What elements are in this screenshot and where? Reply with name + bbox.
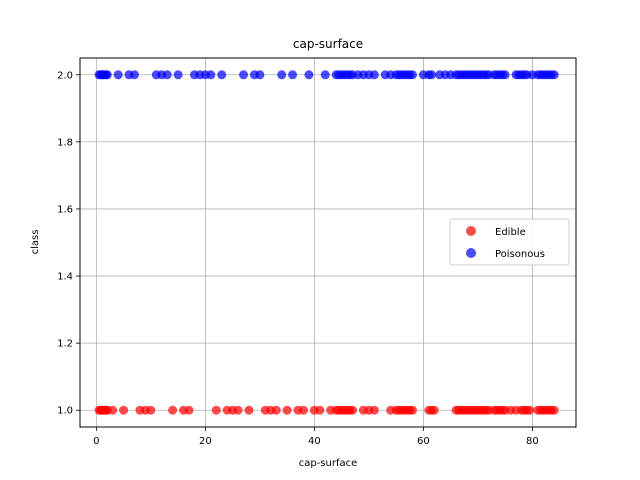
data-point-poisonous <box>113 70 123 80</box>
data-point-poisonous <box>173 70 183 80</box>
data-point-poisonous <box>277 70 287 80</box>
y-tick-label: 1.0 <box>57 406 73 417</box>
data-point-edible <box>168 405 178 415</box>
y-tick-label: 1.8 <box>57 137 73 148</box>
legend-label-poisonous: Poisonous <box>495 249 545 260</box>
data-point-edible <box>348 405 358 415</box>
data-point-edible <box>108 405 118 415</box>
data-point-poisonous <box>162 70 172 80</box>
legend-marker-edible <box>466 226 476 236</box>
legend-label-edible: Edible <box>495 227 526 238</box>
axis-ticks: 0 20 40 60 80 1.0 1.2 1.4 1.6 1.8 2.0 <box>57 70 539 447</box>
data-point-edible <box>119 405 129 415</box>
y-axis-label: class <box>30 230 41 255</box>
data-point-poisonous <box>102 70 112 80</box>
y-tick-label: 1.2 <box>57 339 73 350</box>
legend-box <box>449 218 570 266</box>
data-point-poisonous <box>206 70 216 80</box>
data-point-edible <box>146 405 156 415</box>
data-point-edible <box>407 405 417 415</box>
data-point-edible <box>271 405 281 415</box>
x-axis-label: cap-surface <box>299 458 358 469</box>
data-point-edible <box>211 405 221 415</box>
data-point-poisonous <box>130 70 140 80</box>
data-point-poisonous <box>549 70 559 80</box>
data-point-poisonous <box>217 70 227 80</box>
x-tick-label: 0 <box>93 436 99 447</box>
legend: Edible Poisonous <box>449 218 570 266</box>
data-point-edible <box>244 405 254 415</box>
x-tick-label: 80 <box>526 436 539 447</box>
y-tick-label: 1.6 <box>57 204 73 215</box>
data-point-poisonous <box>407 70 417 80</box>
data-point-edible <box>315 405 325 415</box>
data-point-poisonous <box>304 70 314 80</box>
y-tick-label: 1.4 <box>57 272 73 283</box>
data-point-edible <box>429 405 439 415</box>
data-point-poisonous <box>369 70 379 80</box>
x-tick-label: 20 <box>199 436 212 447</box>
data-points <box>94 70 559 415</box>
y-tick-label: 2.0 <box>57 70 73 81</box>
data-point-edible <box>369 405 379 415</box>
x-tick-label: 40 <box>308 436 321 447</box>
legend-marker-poisonous <box>466 248 476 258</box>
x-tick-label: 60 <box>417 436 430 447</box>
chart-title: cap-surface <box>293 37 363 51</box>
data-point-poisonous <box>255 70 265 80</box>
data-point-poisonous <box>288 70 298 80</box>
data-point-edible <box>298 405 308 415</box>
data-point-poisonous <box>320 70 330 80</box>
plot-frame <box>79 57 577 428</box>
data-point-edible <box>282 405 292 415</box>
data-point-poisonous <box>427 70 437 80</box>
data-point-poisonous <box>239 70 249 80</box>
data-point-edible <box>549 405 559 415</box>
data-point-edible <box>184 405 194 415</box>
data-point-edible <box>525 405 535 415</box>
data-point-edible <box>233 405 243 415</box>
data-point-poisonous <box>500 70 510 80</box>
